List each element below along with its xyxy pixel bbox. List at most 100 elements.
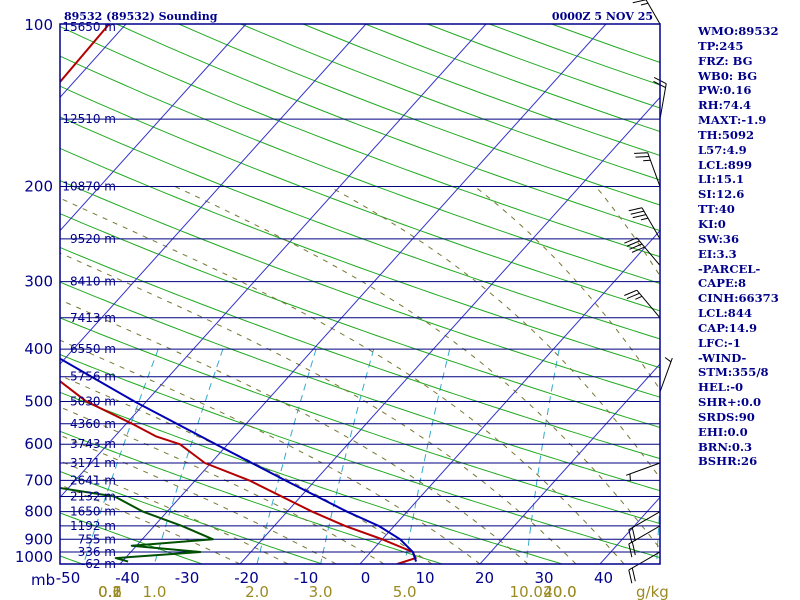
moist-adiabat	[60, 406, 385, 564]
dry-adiabat	[60, 213, 660, 429]
sounding-indices-panel: WMO:89532 TP:245 FRZ: BG WB0: BG PW:0.16 RH:7…	[698, 24, 798, 469]
temperature-tick-label: 30	[534, 569, 553, 587]
sounding-index-item: SRDS:90	[698, 409, 755, 424]
isotherm	[479, 363, 660, 564]
mixing-ratio-label: 2.0	[245, 583, 269, 600]
sounding-profiles	[60, 24, 418, 564]
wind-barb-flag	[624, 289, 638, 296]
wind-barb	[628, 207, 661, 240]
wind-barb-flag	[628, 543, 633, 558]
mixing-ratio-label: 10.0	[510, 583, 543, 600]
wind-barb-half-flag	[640, 217, 649, 221]
mixing-ratio-unit-label: g/kg	[636, 583, 669, 600]
sounding-index-item: SHR+:0.0	[698, 395, 762, 410]
dry-adiabat	[60, 55, 660, 284]
height-label: 1650 m	[70, 505, 116, 519]
height-label: 6550 m	[70, 342, 116, 356]
sounding-index-item: CAPE:8	[698, 276, 747, 291]
sounding-index-item: -WIND-	[698, 350, 747, 365]
height-label: 8410 m	[70, 275, 116, 289]
pressure-tick-label: 300	[24, 273, 53, 291]
temperature-tick-label: 0	[361, 569, 371, 587]
isobars	[60, 24, 660, 564]
height-label: 1192 m	[70, 519, 116, 533]
sounding-index-item: MAXT:-1.9	[698, 113, 767, 128]
mixing-ratio-label: 5.0	[393, 583, 417, 600]
wind-barb-staff	[626, 462, 661, 476]
wind-barb	[626, 462, 661, 482]
wind-barb-flag	[624, 237, 638, 244]
sounding-index-item: FRZ: BG	[698, 53, 753, 68]
sounding-index-item: PW:0.16	[698, 83, 752, 98]
wind-barb-staff	[647, 152, 661, 187]
sounding-index-item: LFC:-1	[698, 335, 741, 350]
pressure-tick-label: 800	[24, 503, 53, 521]
wind-barb-half-flag	[664, 357, 672, 363]
sounding-index-item: TP:245	[698, 38, 744, 53]
sounding-index-item: WB0: BG	[698, 68, 758, 83]
pressure-tick-label: 400	[24, 340, 53, 358]
temperature-tick-label: -50	[56, 569, 81, 587]
pressure-tick-label: 200	[24, 178, 53, 196]
wind-barb-flag	[634, 152, 648, 154]
sounding-index-item: HEL:-0	[698, 380, 744, 395]
moist-adiabat	[174, 186, 660, 550]
pressure-tick-label: 500	[24, 392, 53, 410]
wind-barb	[628, 511, 661, 544]
wind-barb-staff	[645, 0, 661, 25]
wind-barbs	[624, 0, 673, 584]
moist-adiabat	[60, 460, 289, 564]
sounding-index-item: KI:0	[698, 216, 726, 231]
height-label: 7413 m	[70, 311, 116, 325]
mixing-ratio-line	[320, 348, 375, 564]
wind-barb-half-flag	[640, 2, 649, 6]
chart-title-station: 89532 (89532) Sounding	[64, 10, 218, 23]
sounding-index-item: SW:36	[698, 231, 740, 246]
wind-barb-flag	[626, 240, 640, 247]
wind-barb-staff	[659, 357, 673, 393]
dry-adiabats	[60, 24, 660, 564]
sounding-index-item: STM:355/8	[698, 365, 769, 380]
isotherm	[60, 24, 367, 365]
isotherm	[239, 96, 660, 564]
wind-barb-flag	[628, 529, 633, 544]
pressure-tick-label: 1000	[15, 548, 53, 566]
dry-adiabat	[60, 26, 660, 258]
wind-barb	[659, 357, 673, 393]
dry-adiabat	[60, 180, 660, 398]
isotherm	[119, 24, 607, 564]
sounding-index-item: EHI:0.0	[698, 424, 748, 439]
wind-barb-half-flag	[643, 159, 651, 162]
pressure-tick-label: 600	[24, 435, 53, 453]
isotherm	[60, 24, 247, 232]
sounding-index-item: CINH:66373	[698, 291, 779, 306]
temperature-tick-label: 10	[415, 569, 434, 587]
sounding-index-item: L57:4.9	[698, 142, 747, 157]
isotherm	[60, 24, 487, 499]
sounding-index-item: TH:5092	[698, 127, 755, 142]
wind-barb	[634, 152, 661, 187]
temperature-tick-label: 20	[475, 569, 494, 587]
sounding-index-item: LCL:899	[698, 157, 753, 172]
wind-barb-staff	[628, 525, 661, 545]
mixing-ratio-line	[256, 348, 317, 564]
temperature-tick-label: -40	[115, 569, 140, 587]
sounding-index-item: SI:12.6	[698, 187, 745, 202]
sounding-index-item: CAP:14.9	[698, 320, 758, 335]
mixing-ratio-label: 1.0	[143, 583, 167, 600]
wind-barb-staff	[636, 237, 661, 266]
dry-adiabat	[60, 281, 660, 492]
wind-barb-flag	[628, 569, 633, 584]
temperature-tick-label: -20	[234, 569, 259, 587]
wind-barb-half-flag	[629, 473, 631, 482]
sounding-index-item: LCL:844	[698, 306, 753, 321]
dewpoint-profile	[60, 486, 214, 563]
height-label: 3171 m	[70, 456, 116, 470]
height-label: 4360 m	[70, 417, 116, 431]
pressure-tick-label: 700	[24, 471, 53, 489]
sounding-index-item: EI:3.3	[698, 246, 737, 261]
temperature-tick-label: 40	[594, 569, 613, 587]
isotherm	[359, 229, 660, 564]
pressure-tick-label: 100	[24, 16, 53, 34]
